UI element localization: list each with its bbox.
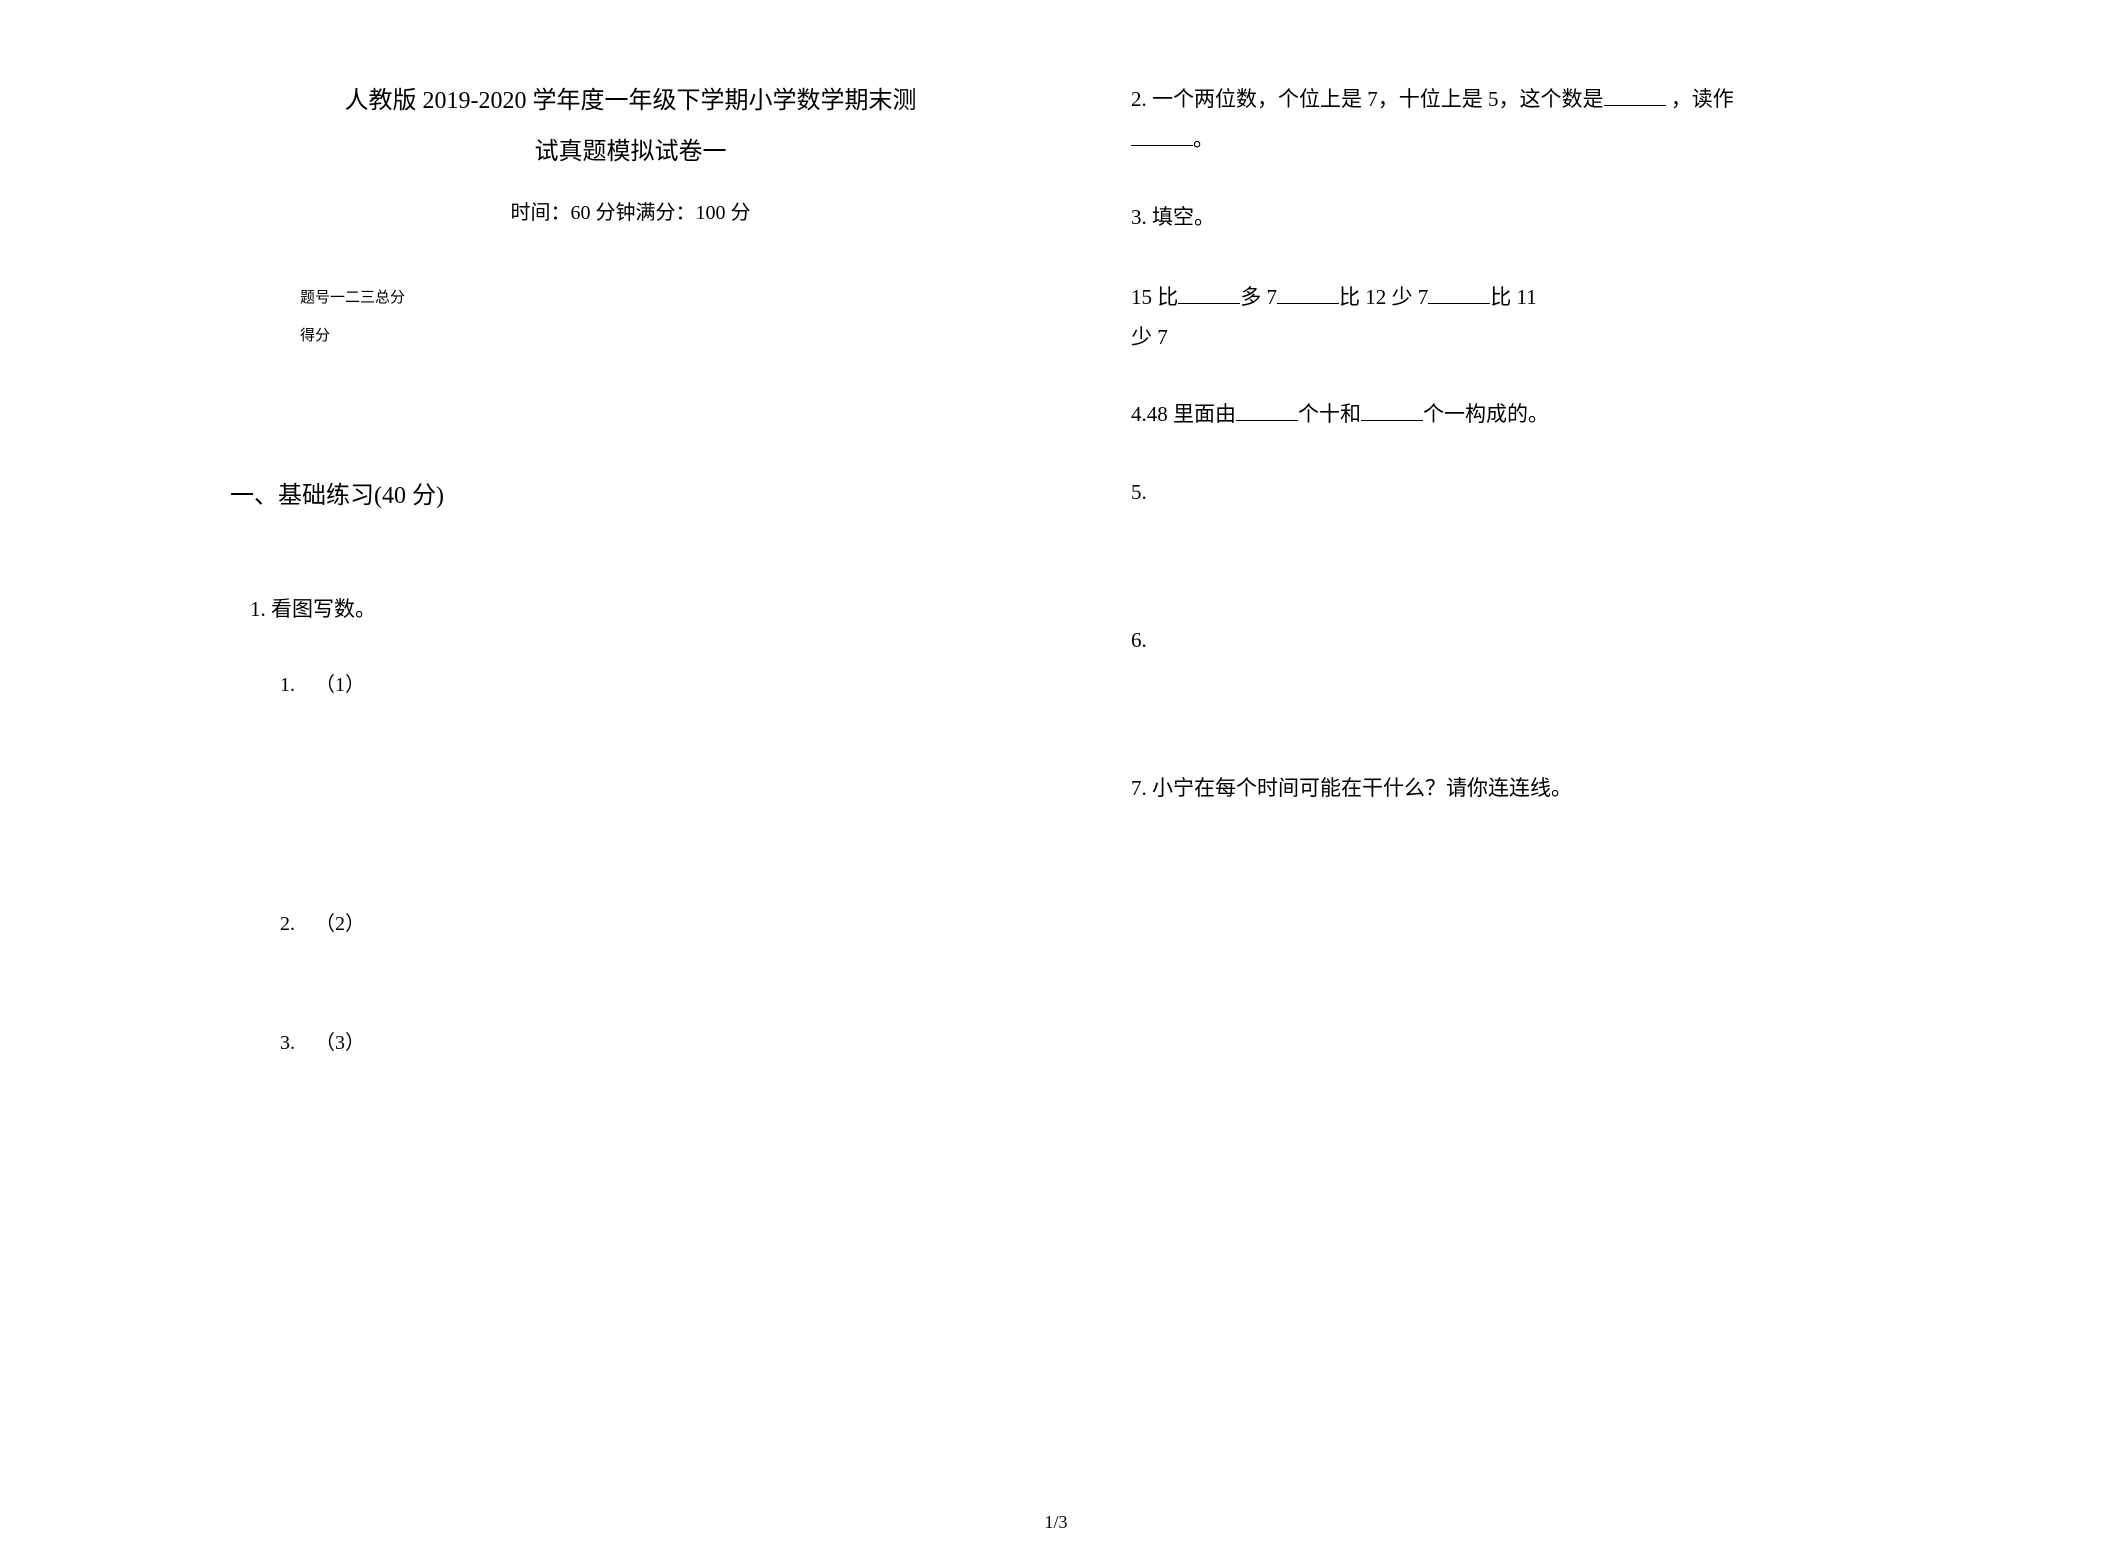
sub-label: （3） [315, 1032, 365, 1054]
question-2: 2. 一个两位数，个位上是 7，十位上是 5，这个数是 ，读作 。 [1131, 80, 1932, 160]
blank-input[interactable] [1277, 286, 1339, 304]
page-number: 1/3 [0, 1512, 2112, 1533]
spacer [1131, 699, 1932, 769]
question-6: 6. [1131, 621, 1932, 661]
q2-text-mid: ，读作 [1666, 87, 1734, 111]
question-3-body: 15 比 多 7 比 12 少 7 比 11 少 7 [1131, 278, 1932, 358]
section-1-title: 一、基础练习(40 分) [230, 475, 1031, 510]
q3-part2: 多 7 [1240, 285, 1277, 309]
spacer [1131, 551, 1932, 621]
sub-number: 3. [280, 1032, 295, 1054]
sub-label: （1） [315, 674, 365, 696]
sub-title: 试真题模拟试卷一 [230, 131, 1031, 166]
left-column: 人教版 2019-2020 学年度一年级下学期小学数学期末测 试真题模拟试卷一 … [60, 80, 1091, 1521]
score-row-value: 得分 [300, 318, 1031, 356]
q3-line2: 少 7 [1131, 325, 1168, 349]
question-5: 5. [1131, 473, 1932, 513]
blank-input[interactable] [1361, 403, 1423, 421]
q3-part1: 15 比 [1131, 285, 1178, 309]
q4-mid: 个十和 [1298, 402, 1361, 426]
question-1-sub2: 2. （2） [280, 907, 1031, 936]
question-1-sub3: 3. （3） [280, 1026, 1031, 1055]
question-1-sub1: 1. （1） [280, 668, 1031, 697]
q3-part4: 比 11 [1490, 285, 1536, 309]
main-title: 人教版 2019-2020 学年度一年级下学期小学数学期末测 [230, 80, 1031, 123]
score-table: 题号一二三总分 得分 [300, 280, 1031, 355]
blank-input[interactable] [1131, 128, 1193, 146]
q2-text-suffix: 。 [1193, 127, 1214, 151]
sub-number: 2. [280, 913, 295, 935]
blank-input[interactable] [1178, 286, 1240, 304]
blank-input[interactable] [1236, 403, 1298, 421]
time-score-line: 时间：60 分钟满分：100 分 [230, 196, 1031, 225]
exam-page: 人教版 2019-2020 学年度一年级下学期小学数学期末测 试真题模拟试卷一 … [0, 0, 2112, 1561]
right-column: 2. 一个两位数，个位上是 7，十位上是 5，这个数是 ，读作 。 3. 填空。… [1091, 80, 2052, 1521]
sub-label: （2） [315, 913, 365, 935]
q3-part3: 比 12 少 7 [1339, 285, 1428, 309]
question-7: 7. 小宁在每个时间可能在干什么？请你连连线。 [1131, 769, 1932, 809]
question-3-title: 3. 填空。 [1131, 198, 1932, 238]
blank-input[interactable] [1604, 88, 1666, 106]
sub-number: 1. [280, 674, 295, 696]
question-4: 4.48 里面由 个十和 个一构成的。 [1131, 395, 1932, 435]
question-1: 1. 看图写数。 [250, 590, 1031, 630]
blank-input[interactable] [1428, 286, 1490, 304]
q4-suffix: 个一构成的。 [1423, 402, 1549, 426]
q4-prefix: 4.48 里面由 [1131, 402, 1236, 426]
score-row-header: 题号一二三总分 [300, 280, 1031, 318]
q2-text-prefix: 2. 一个两位数，个位上是 7，十位上是 5，这个数是 [1131, 87, 1604, 111]
